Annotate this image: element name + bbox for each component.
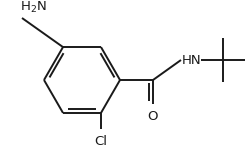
Text: HN: HN [182,53,202,66]
Text: O: O [148,110,158,123]
Text: Cl: Cl [94,135,108,148]
Text: $\mathregular{H_2N}$: $\mathregular{H_2N}$ [20,0,47,15]
